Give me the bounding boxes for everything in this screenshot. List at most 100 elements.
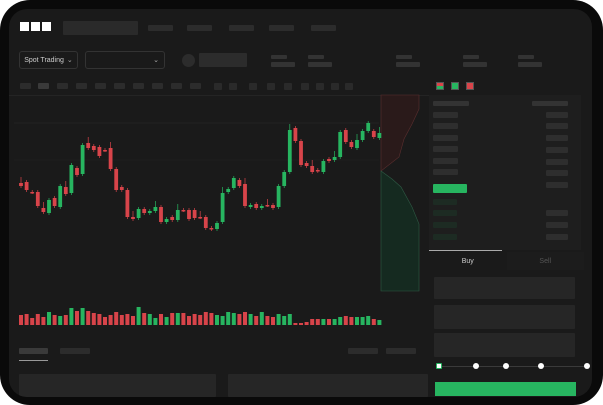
volume-bar [136,307,141,325]
candle-body [310,166,315,172]
volume-bar [91,313,96,325]
orderbook-view-asks-icon[interactable] [466,82,474,90]
okx-logo[interactable] [20,22,51,31]
toolbar-interval-button[interactable] [171,83,182,89]
toolbar-tool-icon[interactable] [331,83,339,90]
volume-bar [293,323,298,325]
volume-bar [254,316,259,325]
chevron-down-icon: ⌄ [66,57,73,64]
toolbar-interval-button[interactable] [76,83,87,89]
nav-item[interactable] [229,25,254,31]
toolbar-divider [9,95,429,96]
tab-order-history[interactable] [60,348,90,354]
pair-dropdown[interactable]: ⌄ [85,51,165,69]
candle-body [265,205,270,207]
toolbar-tool-icon[interactable] [316,83,324,90]
candle-body [209,228,214,230]
search-bar[interactable] [63,21,138,35]
orderbook-bid-price [433,234,457,240]
toolbar-tool-icon[interactable] [214,83,222,90]
toolbar-interval-button[interactable] [190,83,201,89]
candle-body [237,180,242,186]
orderbook-view-both-icon[interactable] [436,82,444,90]
ticker-stat-value [518,62,542,67]
tab-indicator [19,360,48,361]
candle-body [231,178,236,188]
toolbar-tool-icon[interactable] [301,83,309,90]
volume-bar [209,313,214,325]
filter-button[interactable] [348,348,378,354]
candle-body [91,146,96,150]
orderbook-header-amount [532,101,568,106]
candle-body [52,198,57,206]
volume-bar [170,313,175,325]
volume-bar [321,319,326,325]
orderbook-header-price [433,101,469,106]
candlestick-chart[interactable] [9,9,592,397]
nav-item[interactable] [187,25,212,31]
candle-body [80,145,85,174]
volume-bar [276,314,281,325]
volume-bar [271,317,275,325]
toolbar-interval-button[interactable] [57,83,68,89]
tab-open-orders[interactable] [19,348,48,354]
candle-body [293,128,298,141]
toolbar-tool-icon[interactable] [249,83,257,90]
amount-input[interactable] [434,305,575,329]
candle-body [125,190,130,217]
volume-bar [97,314,102,325]
candle-body [153,207,158,211]
candle-body [164,219,169,222]
toolbar-interval-button[interactable] [95,83,106,89]
candle-body [58,186,63,207]
candle-body [30,192,35,194]
toolbar-tool-icon[interactable] [229,83,237,90]
ticker-stat-value [463,62,487,67]
orderbook-view-bids-icon[interactable] [451,82,459,90]
candle-body [243,184,247,206]
candle-body [343,130,348,142]
volume-bar [181,313,186,325]
candle-body [220,193,225,222]
candle-body [69,165,74,193]
depth-asks-area [380,94,420,172]
toolbar-tool-icon[interactable] [284,83,292,90]
toolbar-interval-button[interactable] [152,83,163,89]
slider-stop[interactable] [473,363,479,369]
tab-buy[interactable]: Buy [461,257,474,265]
candle-body [108,148,113,169]
price-input[interactable] [434,277,575,299]
toolbar-interval-button[interactable] [114,83,125,89]
orderbook-bid-price [433,210,457,216]
nav-item[interactable] [269,25,294,31]
slider-handle[interactable] [436,363,442,369]
slider-stop[interactable] [538,363,544,369]
volume-bar [63,315,68,325]
tab-sell[interactable]: Sell [506,252,584,270]
toolbar-interval-button[interactable] [38,83,49,89]
toolbar-interval-button[interactable] [20,83,31,89]
amount-slider-track[interactable] [439,366,587,367]
orderbook-bid-amount [546,234,568,240]
volume-bar [198,315,203,325]
candle-body [19,183,23,186]
toolbar-tool-icon[interactable] [267,83,275,90]
market-selector-button[interactable]: Spot Trading ⌄ [19,51,78,69]
nav-item[interactable] [311,25,336,31]
volume-bar [248,314,253,325]
volume-bar [175,313,180,325]
slider-stop[interactable] [584,363,590,369]
candle-body [349,142,354,147]
nav-item[interactable] [148,25,173,31]
candle-body [315,170,320,172]
volume-bar [237,314,242,325]
toolbar-interval-button[interactable] [133,83,144,89]
buy-button[interactable] [435,382,576,396]
filter-button[interactable] [386,348,416,354]
volume-bar [343,316,348,325]
candle-body [355,140,359,148]
slider-stop[interactable] [503,363,509,369]
candle-body [259,206,264,208]
toolbar-tool-icon[interactable] [345,83,353,90]
total-input[interactable] [434,333,575,357]
